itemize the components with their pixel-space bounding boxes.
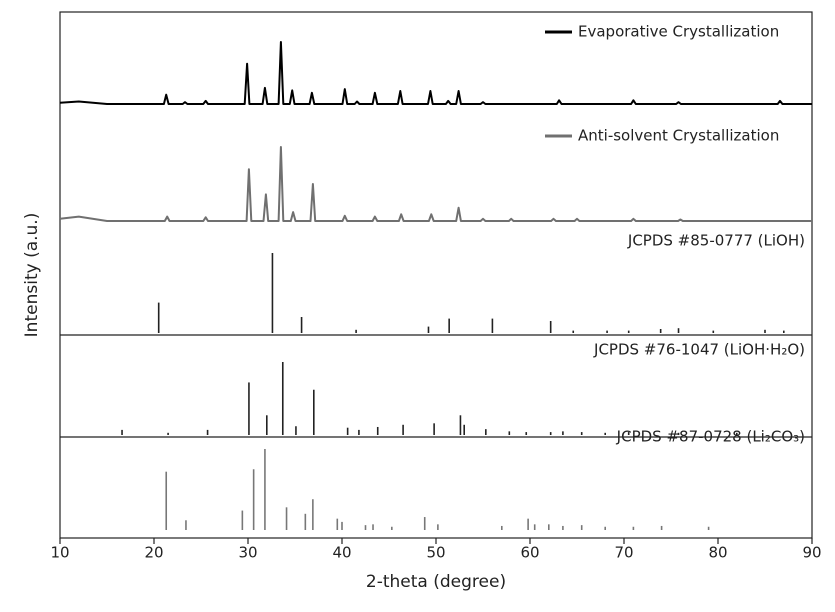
- x-tick-label: 40: [332, 544, 351, 562]
- x-tick-label: 20: [144, 544, 163, 562]
- x-axis-label: 2-theta (degree): [366, 572, 506, 592]
- x-tick-label: 60: [520, 544, 539, 562]
- legend-label: Evaporative Crystallization: [578, 23, 779, 41]
- xrd-trace: [59, 146, 812, 222]
- x-tick-label: 80: [708, 544, 727, 562]
- x-tick-label: 90: [802, 544, 821, 562]
- xrd-trace: [59, 41, 812, 105]
- y-axis-label: Intensity (a.u.): [22, 213, 42, 338]
- x-tick-label: 70: [614, 544, 633, 562]
- plot-frame: [59, 11, 813, 539]
- legend-label: Anti-solvent Crystallization: [578, 127, 779, 145]
- reference-label: JCPDS #76-1047 (LiOH·H₂O): [593, 341, 805, 359]
- x-tick-label: 30: [238, 544, 257, 562]
- x-tick-label: 10: [50, 544, 69, 562]
- reference-label: JCPDS #85-0777 (LiOH): [627, 232, 805, 250]
- reference-label: JCPDS #87-0728 (Li₂CO₃): [616, 428, 805, 446]
- x-tick-label: 50: [426, 544, 445, 562]
